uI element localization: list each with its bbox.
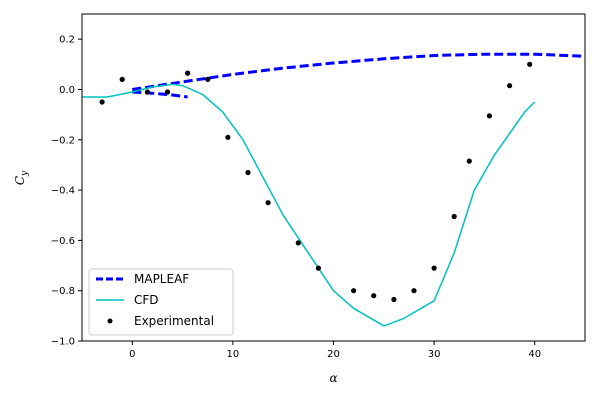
x-tick-label: 10 — [227, 349, 240, 360]
legend-box — [88, 268, 234, 336]
series-line-mapleaf-1 — [132, 52, 585, 91]
y-tick-label: −0.2 — [51, 135, 75, 146]
y-axis-label-sub: y — [20, 170, 30, 177]
data-point-experimental — [431, 265, 437, 271]
data-point-experimental — [451, 213, 457, 220]
x-tick-label: 0 — [129, 349, 135, 360]
data-point-experimental — [507, 83, 513, 89]
series-line-cfd — [82, 83, 536, 327]
data-point-experimental — [144, 89, 150, 95]
data-point-experimental — [164, 89, 171, 95]
data-point-experimental — [185, 70, 191, 76]
data-point-experimental — [225, 134, 231, 140]
x-tick-label: 40 — [528, 349, 541, 360]
data-point-experimental — [391, 296, 397, 303]
data-point-experimental — [351, 288, 357, 294]
data-point-experimental — [205, 76, 211, 82]
data-point-experimental — [411, 288, 417, 294]
y-tick-label: −0.4 — [51, 186, 75, 197]
ticks-layer: 0 10 20 30 40 0.2 0.0 −0.2 −0.4 −0.6 −0.8 −1.0 — [51, 35, 541, 360]
y-axis-label: Cy — [13, 170, 30, 185]
x-tick-label: 20 — [327, 349, 340, 360]
legend-label-cfd: CFD — [134, 293, 159, 307]
legend-swatch-experimental — [107, 318, 113, 324]
legend-label-mapleaf: MAPLEAF — [134, 272, 189, 286]
legend: MAPLEAF CFD Experimental — [88, 268, 234, 336]
data-point-experimental — [466, 158, 472, 164]
data-point-experimental — [486, 113, 492, 119]
x-axis-label: α — [329, 371, 337, 385]
data-point-experimental — [527, 61, 533, 67]
series-line-mapleaf-2 — [132, 90, 188, 99]
data-point-experimental — [265, 200, 271, 206]
data-point-experimental — [315, 265, 321, 271]
data-point-experimental — [119, 76, 125, 82]
data-point-experimental — [99, 99, 105, 105]
legend-label-experimental: Experimental — [134, 314, 214, 328]
y-axis-label-main: C — [13, 176, 27, 185]
data-point-experimental — [371, 293, 377, 299]
data-point-experimental — [295, 240, 301, 246]
y-tick-label: −0.8 — [51, 286, 75, 297]
series-layer — [82, 52, 585, 327]
x-tick-label: 30 — [428, 349, 441, 360]
y-tick-label: −0.6 — [51, 236, 75, 247]
svg-text:Cy: Cy — [13, 170, 30, 185]
y-tick-label: 0.0 — [59, 85, 75, 96]
y-tick-label: −1.0 — [51, 337, 75, 348]
data-point-experimental — [245, 169, 251, 176]
y-tick-label: 0.2 — [59, 35, 75, 46]
